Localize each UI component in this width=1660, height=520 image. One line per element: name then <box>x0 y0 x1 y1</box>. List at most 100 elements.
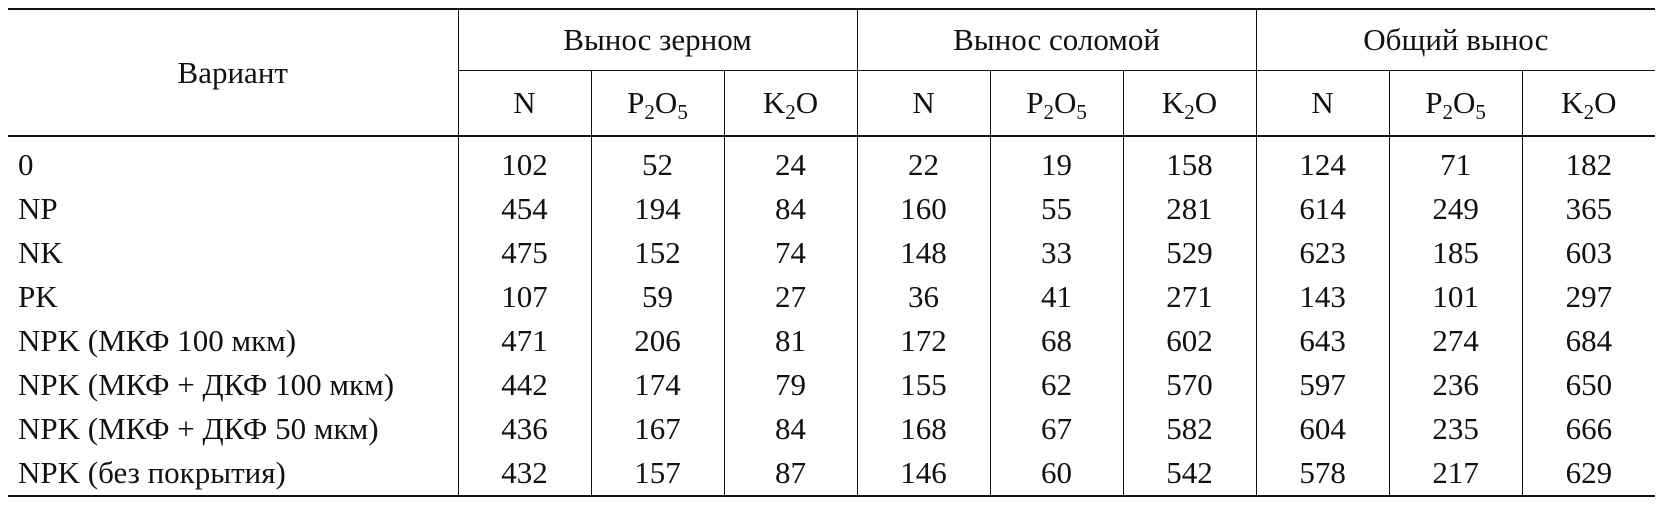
value-cell: 666 <box>1565 411 1613 446</box>
value-cell: 68 <box>990 319 1124 363</box>
subscript: 5 <box>677 100 688 124</box>
formula-text: O <box>795 85 819 120</box>
group-header-straw: Вынос соломой <box>857 9 1257 71</box>
value-cell: 67 <box>990 407 1124 451</box>
table-row: NPK (МКФ 100 мкм) 471 206 81 172 68 602 643 274 6… <box>8 319 1655 363</box>
value-cell: 52 <box>591 136 725 187</box>
value-cell: 172 <box>857 319 991 363</box>
variant-cell: 0 <box>8 136 459 187</box>
value-cell: 614 <box>1256 187 1390 231</box>
value-cell: 27 <box>724 275 858 319</box>
subheader-n: N <box>458 70 592 137</box>
subscript: 2 <box>1583 100 1595 124</box>
value-cell: 281 <box>1123 187 1257 231</box>
value-cell: 570 <box>1123 363 1257 407</box>
formula-text: P <box>1026 85 1044 120</box>
table-row: NK 475 152 74 148 33 529 623 185 603 <box>8 231 1655 275</box>
value-cell: 168 <box>857 407 991 451</box>
subscript: 2 <box>785 100 796 124</box>
value-cell: 84 <box>724 407 858 451</box>
value-cell: 471 <box>458 319 592 363</box>
subscript: 2 <box>1043 100 1054 124</box>
nutrient-removal-table: Вариант Вынос зерном Вынос соломой Общий… <box>8 8 1656 497</box>
table-row: NPK (МКФ + ДКФ 100 мкм) 442 174 79 155 62 570 5… <box>8 363 1655 407</box>
value-cell: 542 <box>1123 451 1257 497</box>
group-header-grain: Вынос зерном <box>458 9 858 71</box>
value-cell: 604 <box>1256 407 1390 451</box>
value-cell: 22 <box>857 136 991 187</box>
value-cell: 271 <box>1123 275 1257 319</box>
value-cell: 33 <box>990 231 1124 275</box>
subheader-p2o5: P2O5 <box>591 70 725 137</box>
subheader-row: N P2O5 K2O N P2O5 K2O N P2O5 K2O <box>8 70 1656 137</box>
value-cell: 643 <box>1256 319 1390 363</box>
value-cell: 249 <box>1389 187 1523 231</box>
value-cell: 158 <box>1123 136 1257 187</box>
value-cell: 436 <box>458 407 592 451</box>
formula-text: K <box>762 85 786 120</box>
value-cell: 629 <box>1522 451 1656 497</box>
value-cell: 582 <box>1123 407 1257 451</box>
value-cell: 146 <box>857 451 991 497</box>
value-cell: 597 <box>1256 363 1390 407</box>
subscript: 5 <box>1076 100 1087 124</box>
value-cell: 529 <box>1123 231 1257 275</box>
value-cell: 60 <box>990 451 1124 497</box>
value-cell: 79 <box>724 363 858 407</box>
value-cell: 55 <box>990 187 1124 231</box>
subheader-n: N <box>857 70 991 137</box>
formula-text: O <box>1452 85 1476 120</box>
value-cell: 442 <box>458 363 592 407</box>
table-row: NP 454 194 84 160 55 281 614 249 365 <box>8 187 1655 231</box>
variant-column-header: Вариант <box>8 9 459 137</box>
formula-text: O <box>1053 85 1077 120</box>
value-cell: 174 <box>591 363 725 407</box>
formula-text: N <box>912 85 935 120</box>
value-cell: 194 <box>591 187 725 231</box>
value-cell: 206 <box>591 319 725 363</box>
value-cell: 602 <box>1123 319 1257 363</box>
value-cell: 152 <box>591 231 725 275</box>
variant-cell: NPK (без покрытия) <box>8 451 459 497</box>
value-cell: 684 <box>1565 323 1613 358</box>
subscript: 2 <box>644 100 655 124</box>
value-cell: 107 <box>458 275 592 319</box>
subscript: 2 <box>1442 100 1453 124</box>
value-cell: 182 <box>1565 147 1613 182</box>
formula-text: O <box>1194 85 1218 120</box>
value-cell: 603 <box>1565 235 1613 270</box>
value-cell: 36 <box>857 275 991 319</box>
table-row: NPK (МКФ + ДКФ 50 мкм) 436 167 84 168 67 582 60… <box>8 407 1655 451</box>
value-cell: 185 <box>1389 231 1523 275</box>
subscript: 5 <box>1475 100 1486 124</box>
value-cell: 143 <box>1256 275 1390 319</box>
value-cell: 297 <box>1565 279 1613 314</box>
value-cell: 24 <box>724 136 858 187</box>
value-cell: 87 <box>724 451 858 497</box>
subheader-k2o: K2O <box>1522 70 1656 137</box>
subheader-p2o5: P2O5 <box>990 70 1124 137</box>
variant-cell: NK <box>8 231 459 275</box>
table-row: 0 102 52 24 22 19 158 124 71 182 <box>8 136 1655 187</box>
subheader-n: N <box>1256 70 1390 137</box>
value-cell: 41 <box>990 275 1124 319</box>
value-cell: 71 <box>1389 136 1523 187</box>
value-cell: 454 <box>458 187 592 231</box>
value-cell: 148 <box>857 231 991 275</box>
variant-cell: NPK (МКФ 100 мкм) <box>8 319 459 363</box>
formula-text: K <box>1561 85 1584 120</box>
value-cell: 157 <box>591 451 725 497</box>
value-cell: 217 <box>1389 451 1523 497</box>
variant-cell: PK <box>8 275 459 319</box>
formula-text: N <box>513 85 536 120</box>
value-cell: 365 <box>1565 191 1613 226</box>
value-cell: 432 <box>458 451 592 497</box>
table-body: 0 102 52 24 22 19 158 124 71 182 NP 454 194 84 160 55 28… <box>8 136 1656 497</box>
value-cell: 235 <box>1389 407 1523 451</box>
subheader-k2o: K2O <box>1123 70 1257 137</box>
value-cell: 101 <box>1389 275 1523 319</box>
value-cell: 62 <box>990 363 1124 407</box>
formula-text: O <box>654 85 678 120</box>
table-row: NPK (без покрытия) 432 157 87 146 60 542 578 217… <box>8 451 1656 497</box>
formula-text: P <box>1425 85 1443 120</box>
